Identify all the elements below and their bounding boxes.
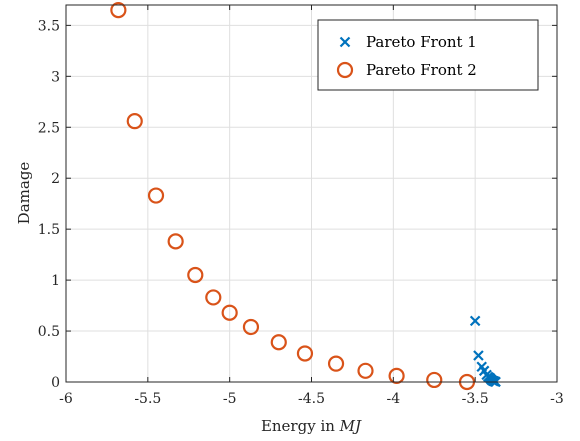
legend-entry-label: Pareto Front 2: [366, 61, 477, 79]
pareto-front-2-point: [388, 367, 405, 384]
pareto-front-2-point: [270, 334, 287, 351]
pareto-front-2-point: [147, 187, 165, 204]
x-axis-label-unit: MJ: [339, 417, 362, 435]
y-tick-label: 2: [51, 171, 60, 187]
y-tick-label: 0: [51, 375, 60, 391]
x-axis-label: Energy in MJ: [261, 417, 362, 435]
data-marks: [110, 1, 501, 391]
x-tick-label: -3: [550, 391, 564, 407]
y-axis-label: Damage: [15, 162, 33, 225]
pareto-front-1-point: [469, 315, 481, 327]
axis-ticks: -6 -5.5 -5 -4.5 -4 -3.5 -3 0 0.5 1 1.5 2 2.5 3 3.5: [38, 5, 564, 407]
pareto-front-2-point: [110, 1, 127, 19]
x-tick-label: -3.5: [462, 391, 489, 407]
pareto-front-2-point: [126, 113, 143, 130]
legend-entry-label: Pareto Front 1: [366, 33, 477, 51]
y-tick-label: 3.5: [38, 18, 60, 34]
legend-box: [317, 19, 539, 91]
pareto-front-2-point: [187, 266, 204, 284]
y-tick-label: 1.5: [38, 222, 60, 238]
x-axis-label-prefix: Energy in: [261, 417, 340, 435]
pareto-front-2-point: [242, 318, 260, 336]
pareto-front-2-point: [296, 345, 314, 362]
x-tick-label: -5.5: [134, 391, 161, 407]
legend: Pareto Front 1 Pareto Front 2: [317, 19, 539, 91]
x-tick-label: -6: [59, 391, 73, 407]
pareto-front-2-point: [327, 355, 345, 372]
pareto-front-2-point: [167, 233, 184, 250]
y-tick-label: 3: [51, 69, 60, 85]
x-tick-label: -5: [223, 391, 237, 407]
y-tick-label: 0.5: [38, 324, 60, 340]
legend-marker-circle: [336, 61, 354, 79]
legend-marker-cross: [339, 36, 351, 48]
y-tick-label: 1: [51, 273, 60, 289]
x-tick-label: -4: [387, 391, 401, 407]
y-tick-label: 2.5: [38, 120, 60, 136]
pareto-front-2-point: [426, 371, 443, 389]
pareto-front-1-point: [473, 350, 484, 361]
pareto-front-2-point: [205, 289, 222, 306]
pareto-front-2-point: [357, 362, 374, 379]
pareto-front-2-point: [221, 304, 238, 321]
x-tick-label: -4.5: [298, 391, 325, 407]
